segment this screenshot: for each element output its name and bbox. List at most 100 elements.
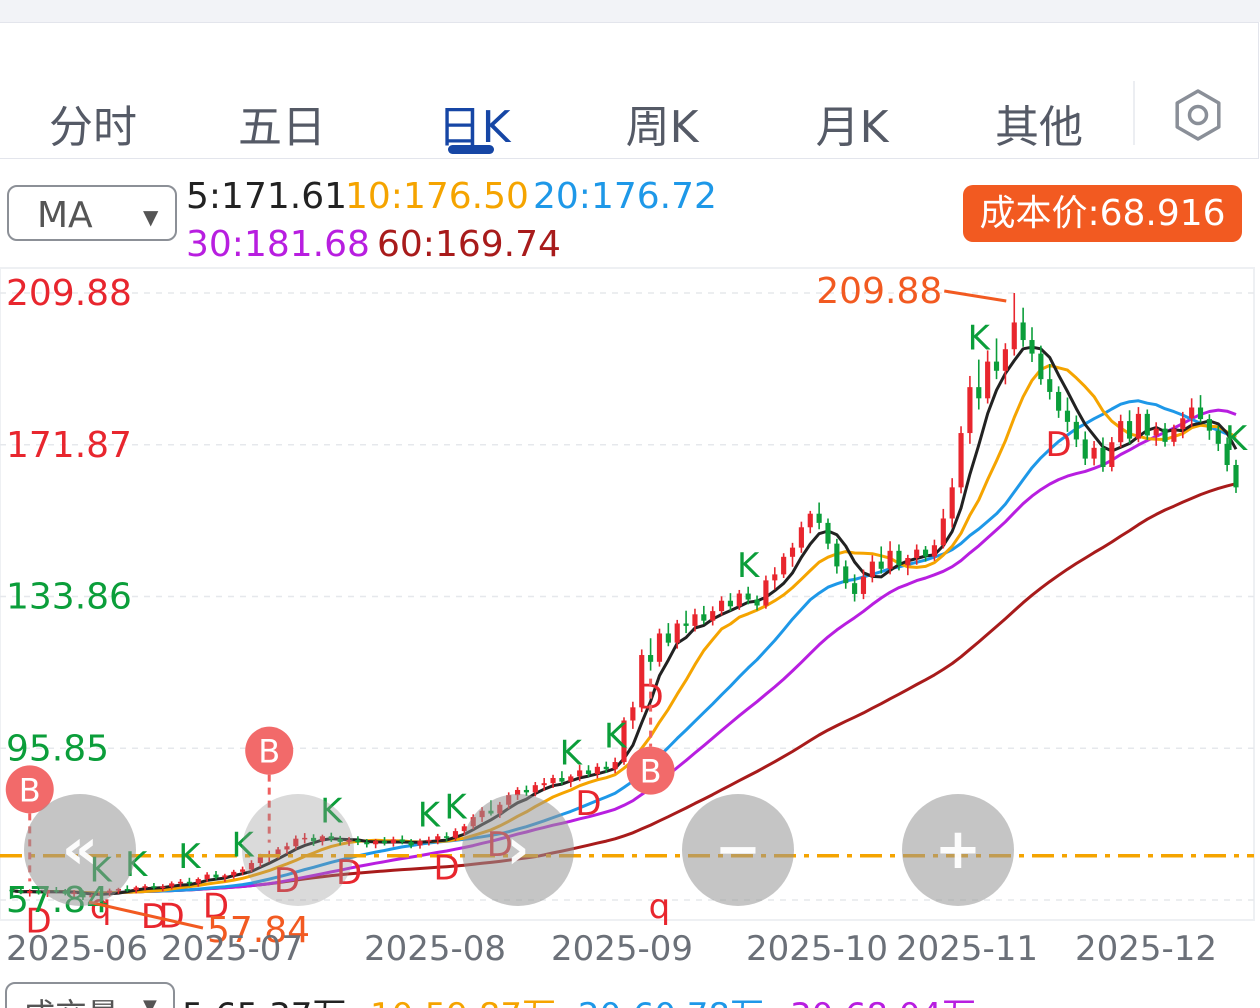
tab-intraday[interactable]: 分时 bbox=[49, 102, 137, 153]
y-axis-label: 95.85 bbox=[6, 728, 109, 769]
candle-body bbox=[452, 831, 459, 838]
nav-button-ghost bbox=[242, 794, 354, 906]
candle-body bbox=[825, 522, 831, 544]
ma60-legend: 60:169.74 bbox=[377, 224, 561, 265]
indicator-select-value: MA bbox=[37, 195, 93, 236]
ma10-line bbox=[11, 363, 1237, 895]
chevron-down-icon: ▼ bbox=[143, 996, 157, 1008]
candle-body bbox=[656, 633, 663, 662]
y-axis-label: 171.87 bbox=[6, 425, 132, 466]
ma60-line bbox=[11, 482, 1237, 895]
candle-body bbox=[718, 600, 725, 612]
low-annotation-label: 57.84 bbox=[207, 910, 310, 951]
ma30-legend: 30:181.68 bbox=[186, 224, 370, 265]
candle-body bbox=[27, 890, 33, 893]
tab-monthly-k[interactable]: 月K bbox=[815, 102, 889, 153]
candle-body bbox=[1109, 442, 1115, 467]
candle-body bbox=[798, 527, 804, 548]
volume-legend-bar: 成交量 ▼ 5:65.37万 10:59.87万 20:60.78万 30:68… bbox=[0, 982, 1260, 1008]
candle-body bbox=[816, 513, 822, 523]
candle-body bbox=[1056, 391, 1062, 411]
candle-body bbox=[302, 837, 308, 840]
candle-body bbox=[763, 580, 769, 606]
k-signal-label: K bbox=[231, 826, 255, 866]
candle-body bbox=[160, 886, 166, 889]
candle-body bbox=[1224, 443, 1230, 465]
kline-chart[interactable]: DKKDDKDKDKDKKDDKDKDKKDKBBBqq209.88171.87… bbox=[0, 260, 1260, 982]
candle-body bbox=[621, 720, 627, 763]
candle-body bbox=[692, 614, 698, 626]
candle-body bbox=[878, 561, 884, 569]
candle-body bbox=[1100, 447, 1106, 467]
candle-body bbox=[364, 842, 370, 845]
candle-body bbox=[594, 766, 600, 775]
volume-indicator-select[interactable]: 成交量 ▼ bbox=[5, 982, 175, 1008]
candle-body bbox=[346, 839, 352, 842]
tab-daily-k[interactable]: 日K bbox=[437, 102, 511, 153]
candle-body bbox=[612, 762, 618, 770]
ma30-line bbox=[11, 408, 1237, 895]
candle-body bbox=[426, 839, 432, 842]
k-signal-label: K bbox=[320, 792, 344, 832]
candle-body bbox=[958, 433, 964, 488]
scroll-right-button[interactable]: › bbox=[462, 794, 574, 906]
candle-body bbox=[532, 785, 538, 793]
d-signal-label: D bbox=[26, 902, 52, 942]
candle-body bbox=[976, 387, 982, 399]
zoom-in-button[interactable]: + bbox=[902, 794, 1014, 906]
candle-body bbox=[1206, 419, 1212, 431]
nav-button-symbol: « bbox=[62, 817, 98, 882]
candle-body bbox=[1197, 407, 1204, 420]
candle-body bbox=[754, 599, 760, 606]
ma20-line bbox=[11, 399, 1237, 895]
cost-price-badge: 成本价:68.916 bbox=[963, 185, 1242, 242]
candle-body bbox=[727, 600, 734, 607]
candle-body bbox=[435, 836, 441, 840]
candle-body bbox=[940, 518, 946, 546]
candle-body bbox=[585, 770, 592, 775]
tab-other[interactable]: 其他 bbox=[995, 102, 1083, 153]
candle-body bbox=[142, 886, 148, 888]
candle-body bbox=[18, 890, 24, 893]
candle-body bbox=[807, 513, 813, 528]
gear-icon[interactable] bbox=[1170, 87, 1226, 143]
buy-signal-label: B bbox=[640, 753, 662, 791]
nav-button-circle bbox=[902, 794, 1014, 906]
tab-weekly-k[interactable]: 周K bbox=[625, 102, 699, 153]
y-axis-label: 209.88 bbox=[6, 273, 132, 314]
candle-body bbox=[444, 836, 450, 838]
candle-body bbox=[736, 593, 742, 607]
candle-body bbox=[240, 869, 246, 872]
candle-body bbox=[337, 839, 343, 842]
k-signal-label: K bbox=[444, 787, 468, 827]
ma5-legend: 5:171.61 bbox=[186, 176, 347, 217]
candle-body bbox=[124, 888, 130, 891]
buy-signal-label: B bbox=[19, 771, 41, 809]
candle-body bbox=[577, 770, 583, 777]
candle-body bbox=[1073, 421, 1079, 440]
candle-body bbox=[559, 777, 565, 782]
candle-body bbox=[195, 879, 201, 884]
candle-body bbox=[710, 611, 716, 621]
candle-body bbox=[514, 789, 521, 796]
scroll-left-button[interactable]: « bbox=[24, 794, 136, 906]
candle-body bbox=[1082, 439, 1088, 459]
candle-body bbox=[284, 846, 290, 850]
candle-body bbox=[1064, 410, 1071, 422]
tab-five-day[interactable]: 五日 bbox=[238, 102, 326, 153]
candle-body bbox=[648, 655, 654, 662]
buy-signal-badge bbox=[626, 746, 675, 795]
candle-body bbox=[1144, 413, 1150, 436]
candle-body bbox=[186, 881, 192, 884]
candle-body bbox=[603, 766, 609, 770]
indicator-select[interactable]: MA ▼ bbox=[7, 185, 177, 241]
x-axis-label: 2025-07 bbox=[161, 929, 303, 969]
zoom-out-button[interactable]: − bbox=[682, 794, 794, 906]
candle-body bbox=[1215, 430, 1221, 444]
nav-button-symbol: − bbox=[715, 817, 762, 882]
vol5-legend: 5:65.37万 bbox=[182, 988, 346, 1008]
candle-body bbox=[1180, 418, 1186, 430]
vol30-legend: 30:68.04万 bbox=[790, 988, 976, 1008]
candle-body bbox=[967, 387, 973, 434]
candle-body bbox=[399, 839, 405, 842]
